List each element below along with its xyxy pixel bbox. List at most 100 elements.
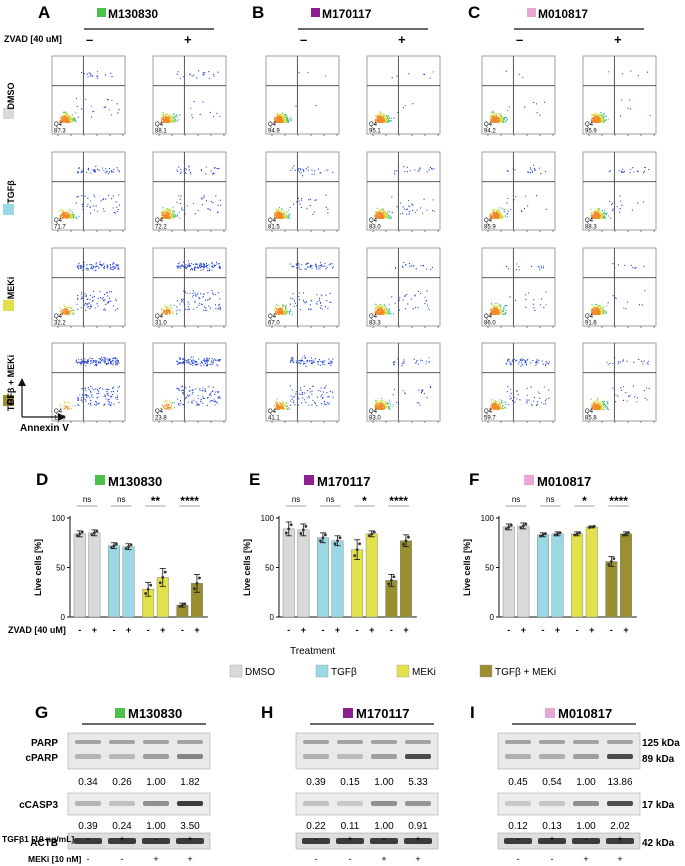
event-dot	[292, 167, 294, 169]
event-dot	[602, 311, 604, 313]
event-dot	[208, 298, 210, 300]
event-dot	[218, 263, 220, 265]
event-dot	[502, 314, 504, 316]
event-dot	[182, 261, 184, 263]
event-dot	[374, 311, 376, 313]
event-dot	[595, 311, 597, 313]
event-dot	[176, 300, 178, 302]
event-dot	[379, 116, 381, 118]
event-dot	[162, 118, 164, 120]
event-dot	[379, 116, 381, 118]
event-dot	[596, 115, 598, 117]
event-dot	[600, 213, 602, 215]
event-dot	[90, 304, 92, 306]
event-dot	[529, 167, 531, 169]
event-dot	[275, 119, 277, 121]
event-dot	[376, 119, 378, 121]
event-dot	[617, 264, 619, 266]
event-dot	[87, 303, 89, 305]
event-dot	[412, 308, 414, 310]
event-dot	[290, 120, 292, 122]
zvad-minus: –	[86, 32, 93, 47]
event-dot	[595, 211, 597, 213]
event-dot	[165, 215, 167, 217]
event-dot	[316, 267, 318, 269]
event-dot	[90, 212, 92, 214]
event-dot	[298, 168, 300, 170]
event-dot	[276, 210, 278, 212]
event-dot	[284, 217, 286, 219]
event-dot	[187, 306, 189, 308]
event-dot	[118, 268, 120, 270]
event-dot	[61, 215, 63, 217]
event-dot	[106, 171, 108, 173]
event-dot	[590, 215, 592, 217]
event-dot	[497, 310, 499, 312]
event-dot	[278, 311, 280, 313]
event-dot	[498, 117, 500, 119]
event-dot	[278, 117, 280, 119]
event-dot	[383, 121, 385, 123]
event-dot	[293, 266, 295, 268]
event-dot	[496, 210, 498, 212]
event-dot	[384, 313, 386, 315]
event-dot	[59, 215, 61, 217]
event-dot	[619, 195, 621, 197]
event-dot	[615, 298, 617, 300]
event-dot	[376, 120, 378, 122]
event-dot	[410, 298, 412, 300]
event-dot	[114, 309, 116, 311]
event-dot	[274, 214, 276, 216]
event-dot	[107, 291, 109, 293]
event-dot	[65, 212, 67, 214]
event-dot	[211, 290, 213, 292]
event-dot	[113, 267, 115, 269]
event-dot	[203, 73, 205, 75]
event-dot	[380, 119, 382, 121]
event-dot	[619, 115, 621, 117]
event-dot	[173, 304, 175, 306]
q4-value: 81.5	[268, 225, 280, 231]
event-dot	[498, 313, 500, 315]
event-dot	[299, 309, 301, 311]
event-dot	[63, 215, 65, 217]
event-dot	[495, 216, 497, 218]
event-dot	[64, 112, 66, 114]
event-dot	[382, 212, 384, 214]
event-dot	[285, 311, 287, 313]
event-dot	[164, 215, 166, 217]
event-dot	[603, 120, 605, 122]
zvad-plus: +	[398, 32, 406, 47]
event-dot	[93, 110, 95, 112]
event-dot	[491, 115, 493, 117]
event-dot	[66, 216, 68, 218]
event-dot	[179, 217, 181, 219]
event-dot	[61, 310, 63, 312]
event-dot	[280, 307, 282, 309]
quadrant-label: Q4	[585, 314, 594, 320]
event-dot	[499, 304, 501, 306]
event-dot	[494, 307, 496, 309]
event-dot	[500, 213, 502, 215]
event-dot	[169, 116, 171, 118]
event-dot	[598, 121, 600, 123]
event-dot	[62, 312, 64, 314]
event-dot	[380, 217, 382, 219]
event-dot	[377, 217, 379, 219]
event-dot	[597, 305, 599, 307]
event-dot	[202, 101, 204, 103]
event-dot	[212, 202, 214, 204]
event-dot	[597, 212, 599, 214]
event-dot	[537, 266, 539, 268]
event-dot	[103, 210, 105, 212]
event-dot	[95, 165, 97, 167]
event-dot	[79, 394, 81, 396]
event-dot	[277, 210, 279, 212]
event-dot	[64, 214, 66, 216]
event-dot	[59, 306, 61, 308]
event-dot	[95, 205, 97, 207]
event-dot	[281, 313, 283, 315]
event-dot	[387, 210, 389, 212]
event-dot	[180, 301, 182, 303]
